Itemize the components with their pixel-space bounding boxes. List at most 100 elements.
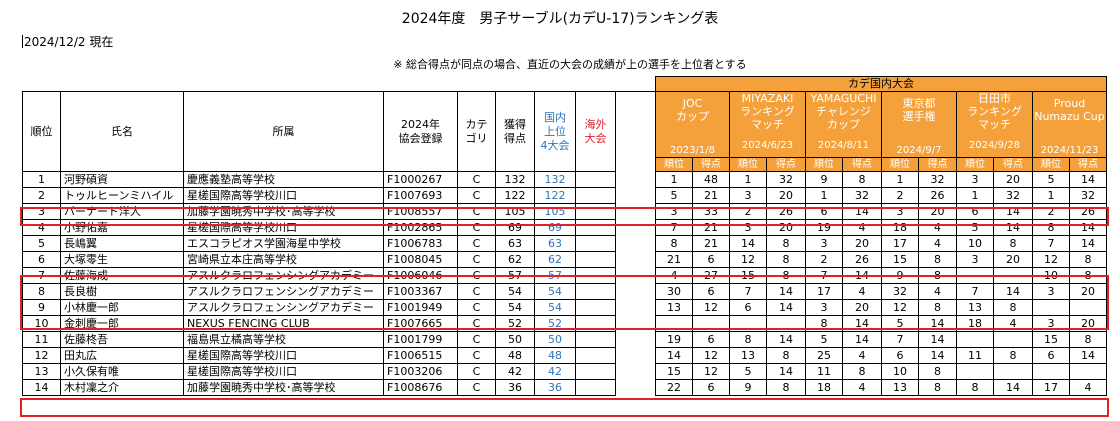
category-cell: C: [457, 331, 496, 348]
event-rank-cell: 3: [655, 203, 693, 220]
event-rank-cell: 7: [805, 267, 843, 284]
domestic-points-cell: 132: [534, 171, 576, 188]
points-cell: 132: [495, 171, 535, 188]
affiliation-cell: 星槎国際高等学校川口: [183, 219, 384, 236]
event-rank-cell: 5: [729, 363, 767, 380]
points-cell: 105: [495, 203, 535, 220]
domestic-points-cell: 105: [534, 203, 576, 220]
event-points-cell: 14: [1069, 171, 1107, 188]
event-points-cell: 8: [766, 379, 806, 396]
sub-points: 得点: [766, 157, 806, 172]
registration-cell: F1000267: [383, 171, 458, 188]
event-points-cell: 8: [993, 235, 1033, 252]
registration-cell: F1003206: [383, 363, 458, 380]
event-yamaguchi-line2: チャレンジ: [816, 105, 871, 118]
event-hita-line3: マッチ: [978, 118, 1011, 131]
event-rank-cell: 15: [881, 251, 919, 268]
event-points-cell: 21: [692, 187, 730, 204]
event-rank-cell: 9: [805, 171, 843, 188]
event-tokyo: 東京都 選手権 2024/9/7: [881, 91, 957, 158]
event-points-cell: 21: [692, 235, 730, 252]
col-points-line2: 得点: [504, 131, 526, 145]
event-points-cell: 14: [842, 203, 882, 220]
sub-points: 得点: [918, 157, 957, 172]
event-points-cell: 6: [692, 283, 730, 300]
spacer-cell: [615, 331, 656, 348]
event-yamaguchi-date: 2024/8/11: [817, 140, 870, 151]
event-rank-cell: 5: [881, 315, 919, 332]
event-rank-cell: 8: [805, 315, 843, 332]
event-rank-cell: [956, 331, 994, 348]
name-cell: バーナード洋人: [60, 203, 184, 220]
event-yamaguchi-line1: YAMAGUCHI: [810, 92, 877, 106]
event-points-cell: 8: [918, 379, 957, 396]
sub-rank: 順位: [655, 157, 693, 172]
event-points-cell: 4: [918, 219, 957, 236]
spacer-cell: [615, 251, 656, 268]
rank-cell: 5: [22, 235, 61, 252]
category-cell: C: [457, 379, 496, 396]
highlight-box-row-14: [20, 398, 1109, 417]
event-points-cell: 8: [918, 267, 957, 284]
col-category-line1: カテ: [465, 117, 488, 131]
domestic-points-cell: 69: [534, 219, 576, 236]
points-cell: 50: [495, 331, 535, 348]
event-yamaguchi: YAMAGUCHI チャレンジ カップ 2024/8/11: [805, 91, 882, 158]
registration-cell: F1003367: [383, 283, 458, 300]
overseas-cell: [575, 267, 616, 284]
col-rank: 順位: [22, 91, 61, 172]
overseas-cell: [575, 283, 616, 300]
rank-cell: 3: [22, 203, 61, 220]
event-points-cell: 12: [692, 363, 730, 380]
domestic-points-cell: 50: [534, 331, 576, 348]
registration-cell: F1008557: [383, 203, 458, 220]
event-miyazaki-date: 2024/6/23: [741, 140, 794, 151]
table-row: 7 佐藤海成 アスルクラロフェンシングアカデミー F1006046 C 57 57 4 27 15…: [22, 267, 1107, 284]
sub-points: 得点: [842, 157, 882, 172]
as-of-date[interactable]: 2024/12/2 現在: [22, 33, 113, 50]
overseas-cell: [575, 379, 616, 396]
event-rank-cell: 3: [956, 171, 994, 188]
spacer-cell: [615, 171, 656, 188]
event-points-cell: 8: [766, 251, 806, 268]
event-points-cell: 14: [918, 315, 957, 332]
points-cell: 54: [495, 283, 535, 300]
event-rank-cell: 25: [805, 347, 843, 364]
rank-cell: 12: [22, 347, 61, 364]
affiliation-cell: 星槎国際高等学校川口: [183, 363, 384, 380]
overseas-cell: [575, 315, 616, 332]
event-numazu-line2: Numazu Cup: [1034, 110, 1105, 123]
category-cell: C: [457, 235, 496, 252]
category-cell: C: [457, 187, 496, 204]
event-rank-cell: 15: [729, 267, 767, 284]
event-rank-cell: 5: [655, 187, 693, 204]
name-cell: 田丸広: [60, 347, 184, 364]
event-points-cell: 6: [692, 331, 730, 348]
table-row: 12 田丸広 星槎国際高等学校川口 F1006515 C 48 48 14 12 13 8 25 4 6 1…: [22, 347, 1107, 364]
event-rank-cell: [1032, 363, 1070, 380]
event-rank-cell: 5: [805, 331, 843, 348]
col-domestic-line3: 4大会: [540, 138, 570, 152]
col-registration-line2: 協会登録: [398, 131, 443, 145]
registration-cell: F1006515: [383, 347, 458, 364]
col-category-line2: ゴリ: [465, 131, 488, 145]
table-row: 11 佐藤柊吾 福島県立橘高等学校 F1001799 C 50 50 19 6 8 14 5 14 7 14…: [22, 331, 1107, 348]
spacer-cell: [615, 235, 656, 252]
table-row: 5 長嶋翼 エスコラピオス学園海星中学校 F1006783 C 63 63 8 21 14 8 3 20…: [22, 235, 1107, 252]
event-rank-cell: 13: [729, 347, 767, 364]
category-cell: C: [457, 299, 496, 316]
event-rank-cell: 10: [1032, 267, 1070, 284]
event-rank-cell: 19: [655, 331, 693, 348]
ranking-table: カデ国内大会 順位 氏名 所属 2024年 協会登録 カテ ゴリ 獲得 得点 国内 上位…: [22, 76, 1107, 396]
event-rank-cell: 17: [805, 283, 843, 300]
table-row: 10 金刺慶一郎 NEXUS FENCING CLUB F1007665 C 52 52 8 1…: [22, 315, 1107, 332]
event-rank-cell: 21: [655, 251, 693, 268]
event-rank-cell: 17: [1032, 379, 1070, 396]
event-points-cell: 4: [1069, 379, 1107, 396]
event-rank-cell: 1: [1032, 187, 1070, 204]
event-points-cell: 4: [842, 347, 882, 364]
event-points-cell: 8: [1069, 331, 1107, 348]
table-row: 3 バーナード洋人 加藤学園暁秀中学校･高等学校 F1008557 C 105 105 3 33…: [22, 203, 1107, 220]
event-points-cell: 4: [842, 283, 882, 300]
affiliation-cell: 福島県立橘高等学校: [183, 331, 384, 348]
